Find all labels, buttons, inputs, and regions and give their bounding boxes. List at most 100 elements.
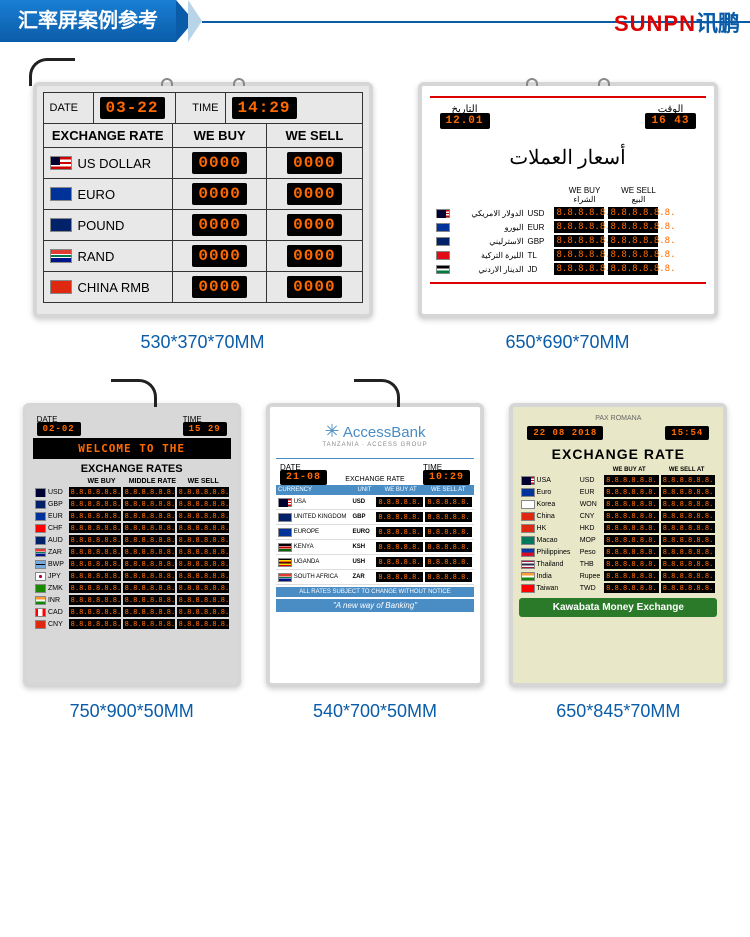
exchange-board-1: DATE 03-22 TIME 14:29 EXCHANGE RATE WE B… (33, 82, 373, 318)
currency-name: Macao (537, 537, 578, 544)
buy-led: 0000 (192, 152, 246, 174)
currency-code: ZAR (48, 549, 67, 556)
mid-led: 8.8.8.8.8.8. (123, 595, 175, 605)
cable-icon (111, 379, 157, 407)
col-buy: WE BUY (76, 478, 127, 485)
flag-icon (521, 512, 534, 521)
buy-led: 8.8.8.8.8. (376, 557, 423, 567)
time-led: 14:29 (232, 97, 297, 119)
currency-code: EUR (48, 513, 67, 520)
date-led: 12.01 (440, 113, 490, 129)
buy-led: 8.8.8.8.8.8. (604, 559, 659, 569)
brand-en: SUNPN (614, 11, 696, 36)
col-sell: WE SELL (267, 124, 361, 147)
product-caption: 650*690*70MM (505, 332, 629, 353)
currency-name: China (537, 513, 578, 520)
time-led: 15 29 (183, 422, 227, 436)
currency-name: HK (537, 525, 578, 532)
buy-led: 8.8.8.8.8.8. (69, 559, 121, 569)
currency-name: US DOLLAR (78, 156, 152, 171)
currency-code: GBP (48, 501, 67, 508)
buy-led: 8.8.8.8.8. (376, 572, 423, 582)
sell-led: 8.8.8.8.8.8. (608, 249, 658, 261)
currency-code: INR (48, 597, 67, 604)
buy-led: 8.8.8.8.8.8. (69, 583, 121, 593)
flag-icon (436, 237, 450, 246)
flag-icon (50, 187, 72, 201)
mid-led: 8.8.8.8.8.8. (123, 523, 175, 533)
buy-led: 8.8.8.8.8.8. (604, 547, 659, 557)
hooks-icon (526, 78, 610, 86)
sell-led: 8.8.8.8.8.8. (608, 263, 658, 275)
currency-name: KENYA (294, 544, 351, 550)
sell-led: 8.8.8.8.8.8. (661, 511, 716, 521)
currency-code: ZAR (352, 574, 374, 580)
col-sell: WE SELL (178, 478, 229, 485)
col-buy: WE BUY الشراء (560, 186, 610, 204)
buy-led: 8.8.8.8.8.8. (604, 511, 659, 521)
divider (430, 96, 706, 98)
currency-code: EUR (580, 489, 602, 496)
exchange-board-2: التاريخ12.01 الوقت16 43 أسعار العملات WE… (418, 82, 718, 318)
page-header: 汇率屏案例参考 SUNPN讯鹏 (0, 0, 750, 42)
buy-led: 8.8.8.8.8.8. (604, 583, 659, 593)
datetime-row: 22 08 2018 15:54 (519, 424, 717, 442)
pax-label: PAX ROMANA (519, 413, 717, 424)
flag-icon (35, 584, 46, 593)
flag-icon (35, 608, 46, 617)
flag-icon (521, 488, 534, 497)
buy-led: 8.8.8.8.8.8. (69, 535, 121, 545)
product-caption: 530*370*70MM (140, 332, 264, 353)
currency-code: Peso (580, 549, 602, 556)
buy-led: 8.8.8.8.8.8. (554, 207, 604, 219)
sell-led: 8.8.8.8.8.8. (661, 475, 716, 485)
currency-name: Euro (537, 489, 578, 496)
sell-led: 8.8.8.8.8.8. (661, 571, 716, 581)
product-caption: 540*700*50MM (313, 701, 437, 722)
buy-led: 8.8.8.8.8.8. (554, 249, 604, 261)
flag-icon (50, 280, 72, 294)
table-row: الليرة التركية TL 8.8.8.8.8.8. 8.8.8.8.8… (430, 248, 706, 262)
table-row: EURO 0000 0000 (43, 178, 363, 210)
flag-icon (278, 498, 292, 507)
sell-led: 8.8.8.8.8.8. (177, 535, 229, 545)
currency-name: USA (537, 477, 578, 484)
date-led: 22 08 2018 (527, 426, 603, 440)
footer-notice: ALL RATES SUBJECT TO CHANGE WITHOUT NOTI… (276, 587, 474, 597)
currency-code: KSH (352, 544, 374, 550)
sell-led: 8.8.8.8.8.8. (177, 583, 229, 593)
currency-code: THB (580, 561, 602, 568)
buy-led: 8.8.8.8.8.8. (69, 487, 121, 497)
buy-led: 8.8.8.8.8.8. (554, 263, 604, 275)
table-row: Korea WON 8.8.8.8.8.8. 8.8.8.8.8.8. (519, 498, 717, 510)
currency-code: HKD (580, 525, 602, 532)
table-header: WE BUY AT WE SELL AT (519, 466, 717, 474)
table-row: BWP 8.8.8.8.8.8. 8.8.8.8.8.8. 8.8.8.8.8.… (33, 558, 231, 570)
table-row: ZAR 8.8.8.8.8.8. 8.8.8.8.8.8. 8.8.8.8.8.… (33, 546, 231, 558)
currency-code: Rupee (580, 573, 602, 580)
col-buy: WE BUY AT (377, 487, 425, 493)
exchange-board-5: PAX ROMANA 22 08 2018 15:54 EXCHANGE RAT… (509, 403, 727, 687)
currency-name: UGANDA (294, 559, 351, 565)
flag-icon (35, 620, 46, 629)
sell-led: 0000 (287, 152, 341, 174)
flag-icon (35, 524, 46, 533)
currency-code: USD (580, 477, 602, 484)
table-row: الاسترليني GBP 8.8.8.8.8.8. 8.8.8.8.8.8. (430, 234, 706, 248)
bank-logo: ✳ AccessBank TANZANIA · ACCESS GROUP (276, 413, 474, 456)
buy-led: 0000 (192, 276, 246, 298)
sell-led: 8.8.8.8.8.8. (661, 583, 716, 593)
divider (430, 282, 706, 284)
buy-led: 8.8.8.8.8.8. (604, 499, 659, 509)
footer-name: Kawabata Money Exchange (519, 598, 717, 617)
board-title: EXCHANGE RATE (519, 442, 717, 466)
currency-code: BWP (48, 561, 67, 568)
flag-icon (278, 558, 292, 567)
table-row: Euro EUR 8.8.8.8.8.8. 8.8.8.8.8.8. (519, 486, 717, 498)
flag-icon (35, 572, 46, 581)
flag-icon (436, 265, 450, 274)
flag-icon (50, 156, 72, 170)
time-led: 15:54 (665, 426, 709, 440)
currency-name: CHINA RMB (78, 280, 150, 295)
buy-led: 8.8.8.8.8.8. (69, 499, 121, 509)
